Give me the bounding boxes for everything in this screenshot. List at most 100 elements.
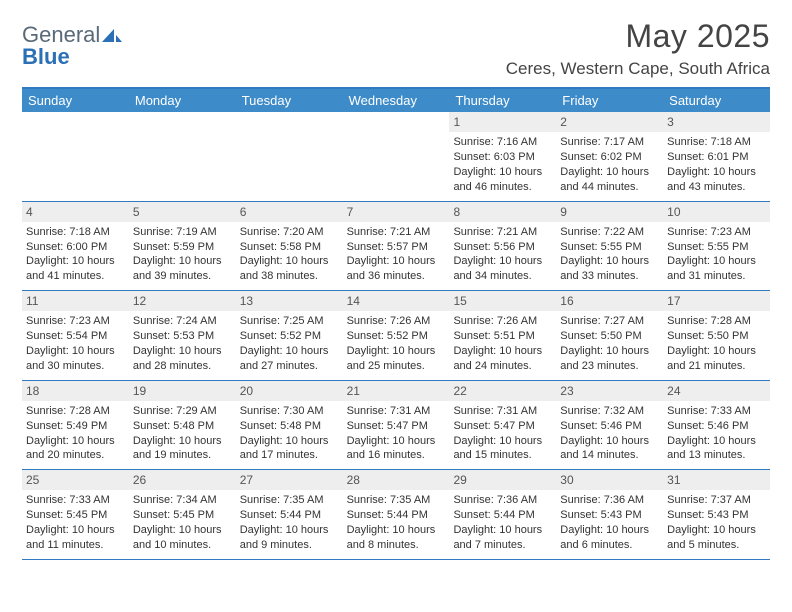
day-cell: 24Sunrise: 7:33 AMSunset: 5:46 PMDayligh…: [663, 381, 770, 470]
daylight-line: Daylight: 10 hours and 25 minutes.: [347, 344, 446, 374]
daylight-line: Daylight: 10 hours and 38 minutes.: [240, 254, 339, 284]
day-cell: 25Sunrise: 7:33 AMSunset: 5:45 PMDayligh…: [22, 470, 129, 559]
daylight-line: Daylight: 10 hours and 24 minutes.: [453, 344, 552, 374]
daylight-line: Daylight: 10 hours and 7 minutes.: [453, 523, 552, 553]
sunrise-line: Sunrise: 7:21 AM: [347, 225, 446, 240]
day-cell: 8Sunrise: 7:21 AMSunset: 5:56 PMDaylight…: [449, 202, 556, 291]
daylight-line: Daylight: 10 hours and 20 minutes.: [26, 434, 125, 464]
day-number: 22: [449, 381, 556, 401]
day-cell: 14 Sunrise: 7:26 AMSunset: 5:52 PMDayligh…: [343, 291, 450, 380]
day-number: 18: [22, 381, 129, 401]
weekday-thursday: Thursday: [449, 89, 556, 112]
sunset-line: Sunset: 5:52 PM: [240, 329, 339, 344]
daylight-line: Daylight: 10 hours and 6 minutes.: [560, 523, 659, 553]
day-number: 6: [236, 202, 343, 222]
day-number: 23: [556, 381, 663, 401]
day-number: 7: [343, 202, 450, 222]
sunset-line: Sunset: 5:49 PM: [26, 419, 125, 434]
sunrise-line: Sunrise: 7:24 AM: [133, 314, 232, 329]
day-cell: 29Sunrise: 7:36 AMSunset: 5:44 PMDayligh…: [449, 470, 556, 559]
day-cell: 6Sunrise: 7:20 AMSunset: 5:58 PMDaylight…: [236, 202, 343, 291]
page-root: General Blue May 2025 Ceres, Western Cap…: [0, 0, 792, 560]
weekday-wednesday: Wednesday: [343, 89, 450, 112]
day-cell: 23Sunrise: 7:32 AMSunset: 5:46 PMDayligh…: [556, 381, 663, 470]
sunrise-line: Sunrise: 7:32 AM: [560, 404, 659, 419]
sunset-line: Sunset: 6:00 PM: [26, 240, 125, 255]
sunrise-line: Sunrise: 7:28 AM: [667, 314, 766, 329]
title-block: May 2025 Ceres, Western Cape, South Afri…: [506, 18, 770, 85]
sunrise-line: Sunrise: 7:33 AM: [26, 493, 125, 508]
day-number: 24: [663, 381, 770, 401]
logo-sail-icon: [102, 26, 122, 42]
day-cell: 28Sunrise: 7:35 AMSunset: 5:44 PMDayligh…: [343, 470, 450, 559]
day-cell: [22, 112, 129, 201]
sunrise-line: Sunrise: 7:31 AM: [453, 404, 552, 419]
sunset-line: Sunset: 5:44 PM: [240, 508, 339, 523]
day-number: 14: [343, 291, 450, 311]
day-cell: 18Sunrise: 7:28 AMSunset: 5:49 PMDayligh…: [22, 381, 129, 470]
sunset-line: Sunset: 5:47 PM: [453, 419, 552, 434]
weekday-friday: Friday: [556, 89, 663, 112]
day-cell: 10Sunrise: 7:23 AMSunset: 5:55 PMDayligh…: [663, 202, 770, 291]
day-number: 16: [556, 291, 663, 311]
sunrise-line: Sunrise: 7:18 AM: [667, 135, 766, 150]
day-number: 4: [22, 202, 129, 222]
day-cell: 1Sunrise: 7:16 AMSunset: 6:03 PMDaylight…: [449, 112, 556, 201]
day-number: 1: [449, 112, 556, 132]
sunset-line: Sunset: 5:44 PM: [347, 508, 446, 523]
day-cell: 7Sunrise: 7:21 AMSunset: 5:57 PMDaylight…: [343, 202, 450, 291]
daylight-line: Daylight: 10 hours and 43 minutes.: [667, 165, 766, 195]
week-row: 4Sunrise: 7:18 AMSunset: 6:00 PMDaylight…: [22, 202, 770, 292]
day-number: 29: [449, 470, 556, 490]
sunset-line: Sunset: 5:58 PM: [240, 240, 339, 255]
sunrise-line: Sunrise: 7:23 AM: [26, 314, 125, 329]
daylight-line: Daylight: 10 hours and 34 minutes.: [453, 254, 552, 284]
weekday-row: Sunday Monday Tuesday Wednesday Thursday…: [22, 89, 770, 112]
daylight-line: Daylight: 10 hours and 13 minutes.: [667, 434, 766, 464]
sunset-line: Sunset: 5:52 PM: [347, 329, 446, 344]
day-cell: 13 Sunrise: 7:25 AMSunset: 5:52 PMDayligh…: [236, 291, 343, 380]
header: General Blue May 2025 Ceres, Western Cap…: [22, 18, 770, 85]
weekday-monday: Monday: [129, 89, 236, 112]
daylight-line: Daylight: 10 hours and 33 minutes.: [560, 254, 659, 284]
daylight-line: Daylight: 10 hours and 15 minutes.: [453, 434, 552, 464]
day-number: 25: [22, 470, 129, 490]
day-number: 11: [22, 291, 129, 311]
sunrise-line: Sunrise: 7:26 AM: [347, 314, 446, 329]
sunrise-line: Sunrise: 7:34 AM: [133, 493, 232, 508]
daylight-line: Daylight: 10 hours and 27 minutes.: [240, 344, 339, 374]
day-cell: 27Sunrise: 7:35 AMSunset: 5:44 PMDayligh…: [236, 470, 343, 559]
sunrise-line: Sunrise: 7:25 AM: [240, 314, 339, 329]
sunset-line: Sunset: 5:45 PM: [26, 508, 125, 523]
day-cell: [129, 112, 236, 201]
weekday-sunday: Sunday: [22, 89, 129, 112]
day-cell: 15Sunrise: 7:26 AMSunset: 5:51 PMDayligh…: [449, 291, 556, 380]
sunset-line: Sunset: 5:59 PM: [133, 240, 232, 255]
sunrise-line: Sunrise: 7:23 AM: [667, 225, 766, 240]
day-cell: 12Sunrise: 7:24 AMSunset: 5:53 PMDayligh…: [129, 291, 236, 380]
sunset-line: Sunset: 5:51 PM: [453, 329, 552, 344]
daylight-line: Daylight: 10 hours and 16 minutes.: [347, 434, 446, 464]
daylight-line: Daylight: 10 hours and 28 minutes.: [133, 344, 232, 374]
sunrise-line: Sunrise: 7:16 AM: [453, 135, 552, 150]
sunset-line: Sunset: 5:50 PM: [560, 329, 659, 344]
location: Ceres, Western Cape, South Africa: [506, 59, 770, 79]
sunset-line: Sunset: 5:55 PM: [667, 240, 766, 255]
sunset-line: Sunset: 5:48 PM: [133, 419, 232, 434]
sunrise-line: Sunrise: 7:36 AM: [453, 493, 552, 508]
day-cell: [236, 112, 343, 201]
sunrise-line: Sunrise: 7:37 AM: [667, 493, 766, 508]
daylight-line: Daylight: 10 hours and 19 minutes.: [133, 434, 232, 464]
sunset-line: Sunset: 5:46 PM: [560, 419, 659, 434]
day-cell: 9Sunrise: 7:22 AMSunset: 5:55 PMDaylight…: [556, 202, 663, 291]
sunset-line: Sunset: 5:45 PM: [133, 508, 232, 523]
day-cell: 5Sunrise: 7:19 AMSunset: 5:59 PMDaylight…: [129, 202, 236, 291]
sunrise-line: Sunrise: 7:31 AM: [347, 404, 446, 419]
daylight-line: Daylight: 10 hours and 17 minutes.: [240, 434, 339, 464]
logo: General Blue: [22, 18, 122, 68]
day-number: 10: [663, 202, 770, 222]
day-number: 13: [236, 291, 343, 311]
daylight-line: Daylight: 10 hours and 23 minutes.: [560, 344, 659, 374]
sunrise-line: Sunrise: 7:36 AM: [560, 493, 659, 508]
sunrise-line: Sunrise: 7:17 AM: [560, 135, 659, 150]
